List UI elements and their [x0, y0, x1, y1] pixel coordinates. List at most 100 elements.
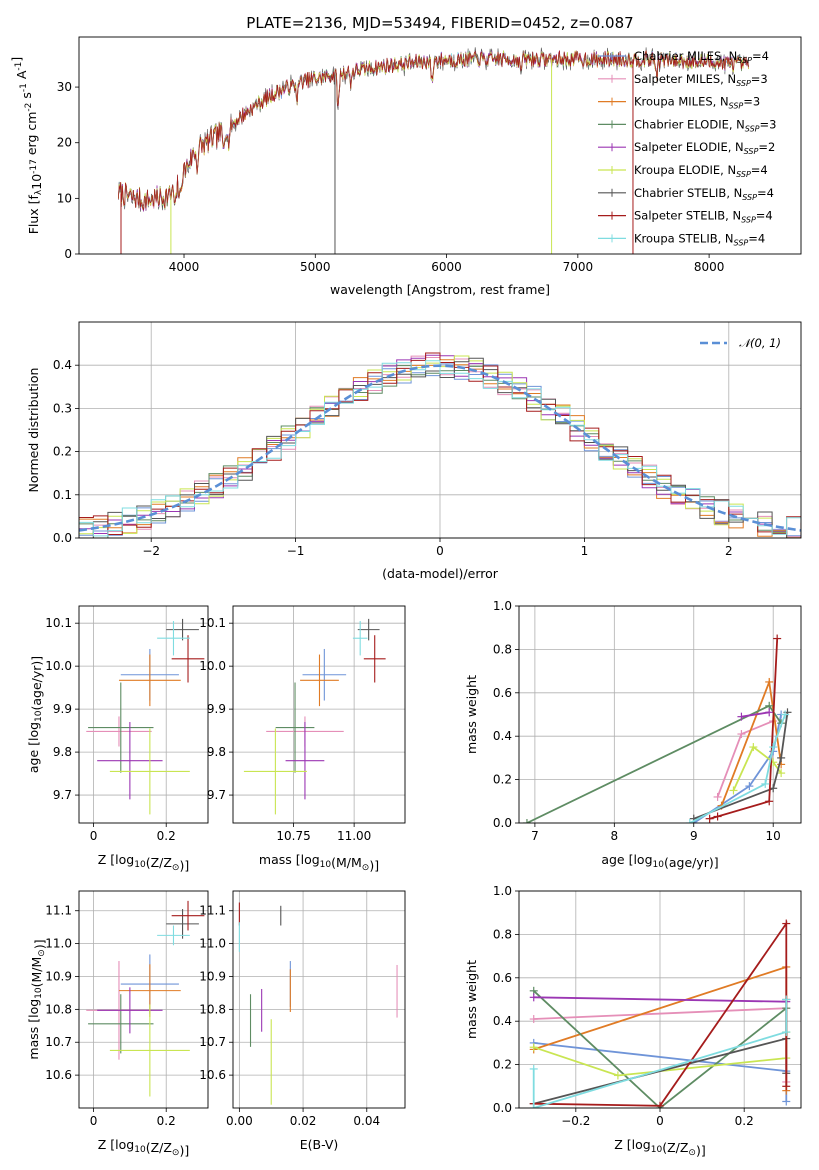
- mass-weight-point: [765, 797, 774, 806]
- age-vs-mass-plot-area: [243, 618, 386, 815]
- y-tick-label: 0.4: [493, 729, 512, 743]
- x-tick-label: 11.00: [337, 829, 371, 843]
- errorbar-chabrier-miles: [302, 648, 347, 701]
- mass-weight-point: [773, 634, 782, 643]
- y-axis-label: mass weight: [464, 675, 479, 754]
- mass-weight-series-kroupa-stelib: [689, 714, 786, 823]
- age-vs-mass-panel: 10.75 11.00 9.7 9.8 9.9 10.0 10.1 mass [log10(M…: [199, 605, 406, 873]
- x-axis-label: Z [log10(Z/Z⊙)]: [98, 852, 189, 873]
- y-tick-label: 10.9: [45, 969, 72, 983]
- mass-weight-series-kroupa-stelib: [532, 999, 788, 1108]
- legend-label-gaussian: 𝒩(0, 1): [739, 336, 781, 350]
- mass-weight-point: [745, 782, 754, 791]
- y-tick-label: 10.1: [45, 616, 72, 630]
- legend-label: Kroupa ELODIE, NSSP=4: [634, 163, 768, 179]
- errorbar-chabrier-elodie: [88, 682, 154, 773]
- spectrum-series-salpeter-stelib: [118, 49, 749, 211]
- mass-weight-point: [705, 814, 714, 823]
- mass-weight-series-chabrier-elodie: [526, 704, 782, 823]
- y-tick-label: 10.8: [199, 1002, 226, 1016]
- x-tick-label: 0.2: [157, 829, 176, 843]
- errorbar-chabrier-stelib: [166, 618, 199, 641]
- x-tick-label: 2: [725, 544, 733, 558]
- axes-frame: [518, 890, 802, 1109]
- x-tick-label: 8: [611, 829, 619, 843]
- errorbar-kroupa-elodie: [109, 1004, 190, 1097]
- x-tick-label: 6000: [431, 260, 462, 274]
- legend-label: Chabrier ELODIE, NSSP=3: [634, 117, 776, 133]
- mass-weight-point: [529, 1064, 538, 1073]
- errorbar-chabrier-stelib: [166, 909, 199, 939]
- x-axis-label: mass [log10(M/M⊙)]: [259, 852, 379, 873]
- mass-weight-point: [765, 708, 774, 717]
- y-tick-label: 9.7: [53, 788, 72, 802]
- errorbar-chabrier-elodie: [275, 682, 315, 773]
- errorbar-kroupa-elodie: [243, 728, 307, 815]
- mass-weight-point: [782, 995, 791, 1004]
- spectrum-panel: 4000 5000 6000 7000 8000 0 10 20 30 wavelength [A…: [9, 36, 802, 297]
- y-tick-label: 9.9: [53, 702, 72, 716]
- mass-weight-point: [761, 779, 770, 788]
- mass-weight-series-salpeter-stelib: [709, 638, 779, 820]
- age-vs-Z-plot-area: [86, 618, 205, 815]
- mass-vs-Z-plot-area: [86, 900, 205, 1097]
- y-tick-label: 10.0: [199, 659, 226, 673]
- mass-weight-point: [737, 730, 746, 739]
- legend-label: Salpeter STELIB, NSSP=4: [634, 209, 773, 225]
- y-tick-label: 10.9: [199, 969, 226, 983]
- x-tick-label: −0.2: [561, 1114, 590, 1128]
- mass-weight-series-salpeter-elodie: [533, 996, 787, 1003]
- y-tick-label: 10.7: [199, 1035, 226, 1049]
- y-tick-label: 9.9: [207, 702, 226, 716]
- y-tick-label: 0.0: [493, 816, 512, 830]
- legend-label: Salpeter MILES, NSSP=3: [634, 72, 768, 88]
- x-tick-label: 7000: [563, 260, 594, 274]
- legend-label: Salpeter ELODIE, NSSP=2: [634, 140, 775, 156]
- y-axis-label: Normed distribution: [26, 368, 41, 493]
- age-vs-Z-grid: [79, 606, 208, 823]
- age-vs-mass-grid: [233, 606, 405, 823]
- x-tick-label: 10.75: [276, 829, 310, 843]
- legend-label: Chabrier MILES, NSSP=4: [634, 49, 769, 65]
- y-tick-label: 0.4: [493, 1014, 512, 1028]
- mass-weight-point: [713, 812, 722, 821]
- mass-weight-point: [522, 819, 531, 823]
- axes-frame: [518, 605, 802, 824]
- errorbar-salpeter-elodie: [97, 722, 163, 800]
- y-tick-label: 11.0: [199, 937, 226, 951]
- x-tick-label: 0: [436, 544, 444, 558]
- axes-frame: [232, 890, 406, 1109]
- x-tick-label: 8000: [694, 260, 725, 274]
- gaussian-reference-curve: [79, 364, 801, 532]
- x-tick-label: 1: [581, 544, 589, 558]
- errorbar-salpeter-stelib: [363, 635, 386, 683]
- mass-weight-point: [529, 1104, 538, 1108]
- y-tick-label: 0.2: [53, 445, 72, 459]
- mass-weight-point: [729, 786, 738, 795]
- residuals-plot-area: [79, 352, 801, 538]
- y-axis-label: age [log10(age/yr)]: [26, 656, 44, 773]
- errorbar-salpeter-stelib: [171, 900, 205, 931]
- errorbar-chabrier-elodie: [88, 994, 154, 1054]
- y-tick-label: 0.2: [493, 773, 512, 787]
- x-tick-label: 0.2: [735, 1114, 754, 1128]
- mass-weight-point: [529, 1043, 538, 1052]
- y-tick-label: 9.8: [207, 745, 226, 759]
- y-tick-label: 11.1: [45, 904, 72, 918]
- errorbar-kroupa-elodie: [109, 728, 190, 815]
- mass-weight-vs-metallicity-panel: −0.2 0 0.2 0.0 0.2 0.4 0.6 0.8 1.0 Z [log10(Z/Z⊙)…: [464, 884, 802, 1158]
- y-tick-label: 0.4: [53, 358, 72, 372]
- mass-weight-point: [782, 1028, 791, 1037]
- mass-weight-vs-age-plot-area: [522, 634, 792, 823]
- errorbar-salpeter-elodie: [285, 722, 325, 800]
- y-tick-label: 0.1: [53, 488, 72, 502]
- mass-weight-point: [782, 919, 791, 928]
- x-tick-label: 4000: [169, 260, 200, 274]
- errorbar-salpeter-miles: [86, 716, 152, 747]
- axes-frame: [78, 605, 209, 824]
- y-tick-label: 9.8: [53, 745, 72, 759]
- x-tick-label: 0.00: [226, 1114, 253, 1128]
- y-tick-label: 30: [57, 80, 72, 94]
- x-tick-label: 9: [690, 829, 698, 843]
